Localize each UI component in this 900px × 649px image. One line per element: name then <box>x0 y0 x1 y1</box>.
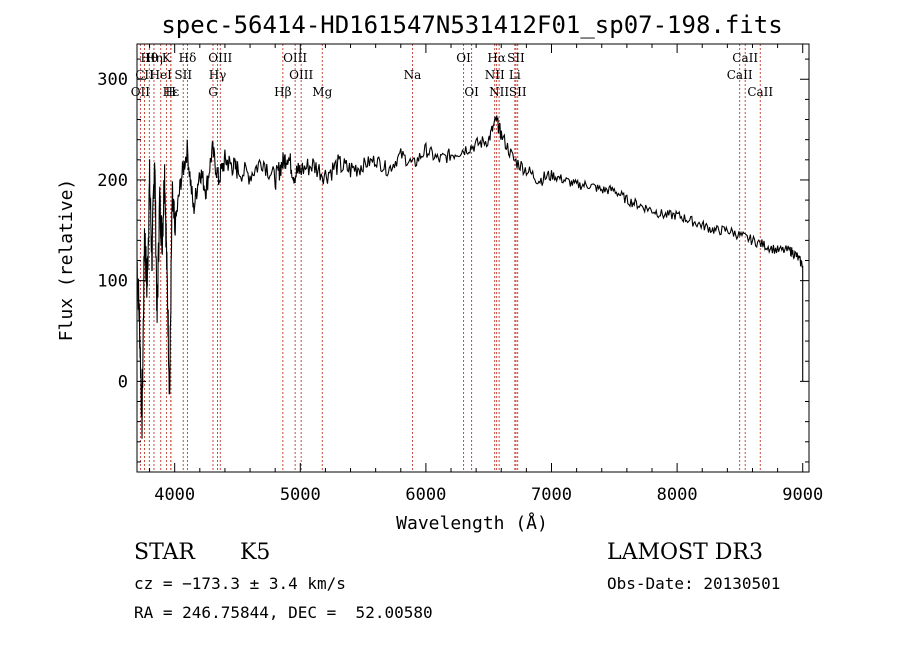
spectral-line-label: NII <box>485 68 505 82</box>
y-tick-label: 100 <box>97 272 128 292</box>
spectral-line-label: OIII <box>283 51 307 65</box>
spectral-line-label: OIII <box>289 68 313 82</box>
sky-coordinates: RA = 246.75844, DEC = 52.00580 <box>134 603 433 622</box>
spectral-line-label: OII <box>131 85 151 99</box>
spectral-line-label: SII <box>509 85 527 99</box>
spectral-line-label: OI <box>456 51 471 65</box>
x-axis-label: Wavelength (Å) <box>396 512 548 534</box>
spectral-line-label: Li <box>509 68 521 82</box>
x-tick-label: 7000 <box>531 485 572 505</box>
y-axis-label: Flux (relative) <box>56 179 77 342</box>
spectral-line-label: CII <box>135 68 154 82</box>
spectral-line-label: Hδ <box>179 51 197 65</box>
spectral-line-label: SII <box>174 68 192 82</box>
plot-frame <box>136 43 810 473</box>
spectral-line-label: OI <box>464 85 479 99</box>
spectral-line-markers <box>139 44 761 472</box>
chart-title: spec-56414-HD161547N531412F01_sp07-198.f… <box>161 11 782 39</box>
spectral-line-label: CaII <box>732 51 758 65</box>
spectrum-series <box>136 115 804 439</box>
y-tick-label: 300 <box>97 70 128 90</box>
spectral-line-label: SII <box>507 51 525 65</box>
spectral-line-label: OIII <box>208 51 232 65</box>
axis-ticks: 4000 5000 6000 7000 8000 9000 0 100 200 300 <box>97 44 823 505</box>
spectral-line-label: Hθ <box>140 51 158 65</box>
spectrum-line <box>136 115 804 439</box>
observation-date: Obs-Date: 20130501 <box>607 574 781 593</box>
spectral-line-label: Hε <box>163 85 180 99</box>
spectral-line-label: HeI <box>150 68 173 82</box>
object-class: STAR <box>134 540 195 565</box>
survey-name: LAMOST DR3 <box>607 540 763 565</box>
y-tick-label: 200 <box>97 171 128 191</box>
spectral-line-label: Mg <box>312 85 332 99</box>
spectral-line-label: G <box>208 85 218 99</box>
x-tick-label: 8000 <box>657 485 698 505</box>
x-tick-label: 5000 <box>280 485 321 505</box>
spectral-line-label: CaII <box>747 85 773 99</box>
spectral-line-label: Hβ <box>274 85 291 99</box>
spectral-line-label: Na <box>404 68 422 82</box>
spectral-line-label: K <box>162 51 172 65</box>
spectral-line-label: Hη <box>145 51 163 65</box>
x-tick-label: 9000 <box>782 485 823 505</box>
spectral-line-label: H <box>166 85 176 99</box>
spectral-subclass: K5 <box>240 540 271 565</box>
x-tick-label: 6000 <box>405 485 446 505</box>
spectral-line-label: Hγ <box>209 68 227 82</box>
radial-velocity: cz = −173.3 ± 3.4 km/s <box>134 574 346 593</box>
spectral-line-label: NII <box>489 85 509 99</box>
y-tick-label: 0 <box>118 372 128 392</box>
spectral-line-label: Hα <box>487 51 506 65</box>
x-tick-label: 4000 <box>154 485 195 505</box>
spectral-line-label: CaII <box>727 68 753 82</box>
